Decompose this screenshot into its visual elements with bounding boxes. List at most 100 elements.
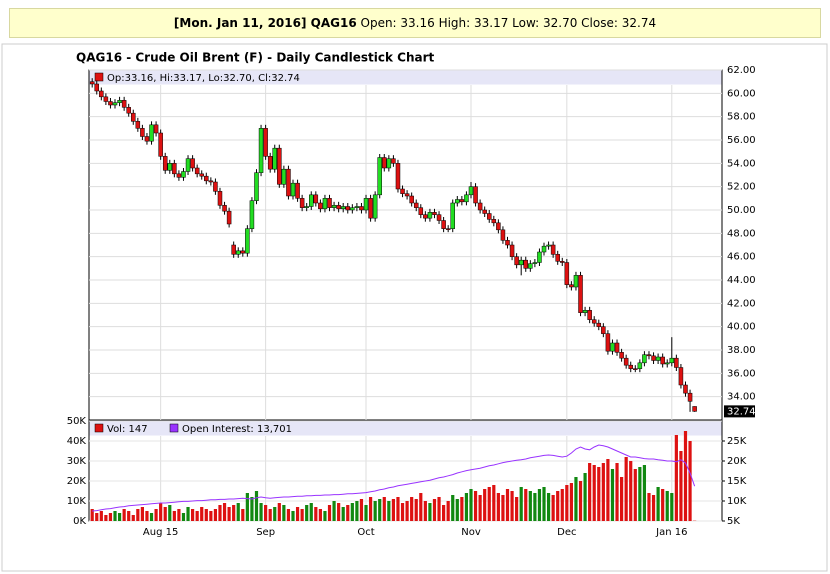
candle-body (459, 199, 465, 203)
candle-body (277, 147, 282, 185)
candle-body (199, 173, 204, 177)
candle-body (368, 198, 373, 219)
volume-bar (337, 503, 341, 521)
candle-body (637, 362, 643, 369)
candle-body (418, 207, 424, 215)
candle-body (299, 198, 305, 208)
candle-body (318, 202, 323, 210)
volume-bar (537, 489, 542, 521)
frame (1, 43, 828, 572)
volume-bar (195, 511, 199, 521)
volume-bar (168, 505, 172, 521)
volume-bar (688, 441, 692, 521)
volume-bar (661, 489, 665, 521)
candle-body (468, 186, 474, 196)
x-tick-label: Dec (557, 527, 576, 538)
candle-body (601, 326, 606, 334)
y-tick-label: 34.00 (727, 392, 756, 403)
candle-body (400, 188, 405, 194)
volume-bar (108, 513, 113, 521)
candle-body (532, 262, 538, 264)
x-tick-label: Aug 15 (143, 527, 178, 538)
volume-bar (378, 499, 382, 521)
candle-body (642, 354, 647, 364)
candle-body (423, 214, 428, 219)
candle-body (213, 181, 218, 192)
candle-body (226, 210, 232, 225)
candle-body (258, 128, 264, 173)
candle-body (587, 310, 592, 320)
volume-bar (455, 499, 459, 521)
candle-body (445, 228, 451, 230)
candle-body (185, 158, 191, 172)
volume-bar (222, 503, 227, 521)
candle-body (345, 206, 351, 211)
candle-body (263, 128, 268, 157)
volume-bar (683, 431, 688, 521)
volume-bar (519, 487, 523, 521)
y-tick-label: 40.00 (727, 322, 756, 333)
candle-body (514, 256, 519, 266)
candle-body (377, 157, 382, 196)
candle-body (363, 198, 369, 211)
candle-body (537, 251, 542, 263)
candle-body (144, 136, 150, 142)
candle-body (619, 352, 624, 359)
volume-bar (405, 501, 409, 521)
candle-body (477, 202, 483, 211)
candle-body (272, 147, 277, 170)
candle-body (646, 354, 652, 357)
candle-body (683, 384, 688, 394)
candle-body (427, 212, 433, 219)
candle-body (596, 322, 602, 327)
volume-bar (382, 497, 386, 521)
volume-bar (569, 483, 573, 521)
volume-bar (679, 451, 683, 521)
volume-bar (323, 511, 327, 521)
volume-bar (177, 509, 181, 521)
legend-swatch (94, 423, 104, 433)
candle-body (153, 124, 159, 134)
volume-bar (309, 503, 313, 521)
volume-bar (268, 509, 272, 521)
candle-body (181, 171, 186, 178)
y2-tick-label: 10K (727, 496, 747, 507)
candle-body (614, 342, 620, 353)
candle-body (131, 112, 136, 122)
candle-body (327, 198, 332, 208)
candle-body (541, 245, 547, 253)
candle-body (176, 173, 182, 178)
candle-body (386, 158, 392, 169)
volume-bar (346, 505, 350, 521)
candle-body (89, 81, 95, 85)
volume-bar (186, 507, 190, 521)
volume-bar (355, 501, 359, 521)
y2-tick-label: 15K (727, 476, 747, 487)
y-tick-label: 60.00 (727, 88, 756, 99)
y-tick-label: 20K (67, 476, 87, 487)
volume-bar (432, 499, 437, 521)
volume-bar (245, 493, 249, 521)
volume-bar (218, 505, 222, 521)
volume-bar (606, 459, 610, 521)
chart-title: QAG16 - Crude Oil Brent (F) - Daily Cand… (76, 51, 435, 65)
y-tick-label: 10K (67, 496, 87, 507)
candle-body (140, 128, 145, 137)
candle-body (167, 163, 173, 171)
candle-body (286, 168, 291, 197)
volume-bar (163, 507, 167, 521)
volume-bar (505, 489, 510, 521)
volume-bar (670, 493, 674, 521)
volume-bar (423, 501, 427, 521)
volume-bar (460, 497, 464, 521)
volume-bar (556, 491, 560, 521)
volume-bar (410, 497, 414, 521)
volume-bar (154, 509, 158, 521)
volume-bar (204, 509, 208, 521)
volume-bar (583, 473, 587, 521)
volume-bar (464, 493, 469, 521)
volume-bar (368, 497, 373, 521)
candle-body (235, 250, 241, 255)
candle-body (158, 132, 163, 157)
